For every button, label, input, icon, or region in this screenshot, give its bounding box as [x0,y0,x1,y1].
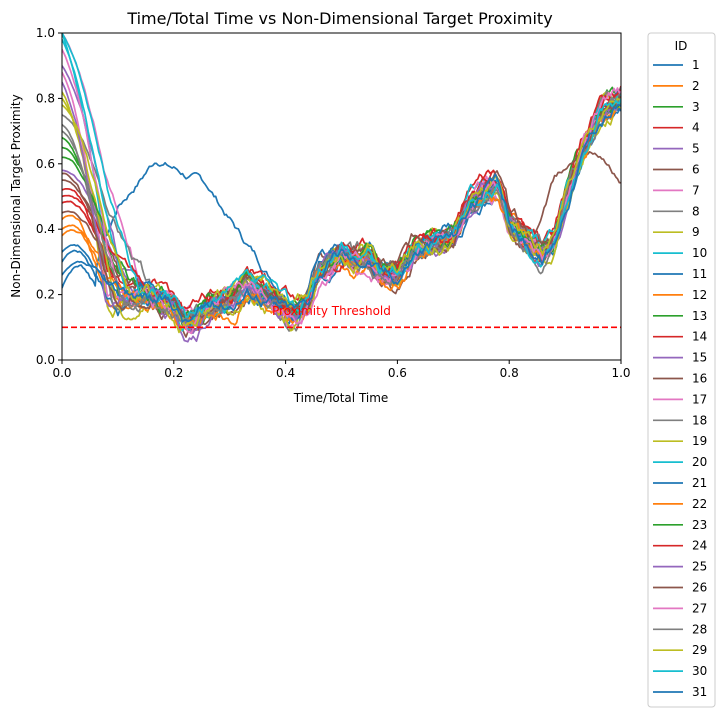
x-axis-label: Time/Total Time [293,391,389,405]
y-tick-label: 0.8 [36,91,55,105]
legend-item: 15 [653,351,707,365]
y-tick-label: 0.4 [36,222,55,236]
legend-label: 21 [692,476,707,490]
y-axis-label: Non-Dimensional Target Proximity [9,94,23,297]
legend-item: 13 [653,309,707,323]
legend-item: 12 [653,288,707,302]
legend-item: 3 [653,100,700,114]
legend-item: 23 [653,518,707,532]
legend-item: 18 [653,413,707,427]
legend-item: 21 [653,476,707,490]
legend-item: 29 [653,643,707,657]
legend-item: 7 [653,183,700,197]
legend-item: 19 [653,434,707,448]
legend-label: 20 [692,455,707,469]
legend-item: 14 [653,330,707,344]
series-line-30 [62,33,621,318]
legend-label: 1 [692,58,700,72]
legend-label: 31 [692,685,707,699]
legend-label: 26 [692,581,707,595]
series-line-31 [62,104,621,323]
legend-item: 1 [653,58,700,72]
threshold-label: Proximity Threshold [272,304,391,318]
legend-label: 9 [692,225,700,239]
legend-label: 10 [692,246,707,260]
legend-item: 8 [653,204,700,218]
legend-label: 12 [692,288,707,302]
legend-label: 17 [692,392,707,406]
legend-label: 18 [692,413,707,427]
x-tick-label: 0.8 [500,366,519,380]
legend-label: 6 [692,163,700,177]
legend-label: 30 [692,664,707,678]
x-tick-label: 0.2 [164,366,183,380]
series-layer [62,33,621,343]
legend-item: 10 [653,246,707,260]
legend-item: 25 [653,560,707,574]
legend-label: 11 [692,267,707,281]
chart-title: Time/Total Time vs Non-Dimensional Targe… [126,9,552,28]
legend-label: 4 [692,121,700,135]
legend-label: 2 [692,79,700,93]
legend-label: 29 [692,643,707,657]
legend-label: 24 [692,539,707,553]
legend-label: 19 [692,434,707,448]
y-tick-label: 0.6 [36,157,55,171]
legend-item: 4 [653,121,700,135]
legend-item: 22 [653,497,707,511]
legend-label: 22 [692,497,707,511]
x-tick-label: 0.0 [52,366,71,380]
legend-item: 28 [653,622,707,636]
legend-label: 16 [692,372,707,386]
x-tick-label: 1.0 [611,366,630,380]
legend-label: 8 [692,204,700,218]
legend-label: 27 [692,601,707,615]
plot-area-frame [61,32,622,361]
legend-item: 2 [653,79,700,93]
legend-label: 14 [692,330,707,344]
legend-item: 24 [653,539,707,553]
legend-label: 5 [692,142,700,156]
y-axis: 0.0 0.2 0.4 0.6 0.8 1.0 [36,26,62,367]
y-tick-label: 1.0 [36,26,55,40]
legend-label: 13 [692,309,707,323]
legend-item: 26 [653,581,707,595]
legend-label: 3 [692,100,700,114]
legend-label: 7 [692,183,700,197]
legend-frame [647,32,716,708]
legend-item: 6 [653,163,700,177]
legend-label: 15 [692,351,707,365]
x-axis: 0.0 0.2 0.4 0.6 0.8 1.0 [52,360,631,380]
legend-item: 17 [653,392,707,406]
legend-item: 30 [653,664,707,678]
legend-item: 20 [653,455,707,469]
legend-item: 9 [653,225,700,239]
x-tick-label: 0.4 [276,366,295,380]
legend-title: ID [675,39,688,53]
legend-label: 28 [692,622,707,636]
legend-item: 11 [653,267,707,281]
legend-items: 1234567891011121314151617181920212223242… [653,58,707,699]
legend-label: 25 [692,560,707,574]
legend-item: 16 [653,372,707,386]
legend-item: 5 [653,142,700,156]
x-tick-label: 0.6 [388,366,407,380]
y-tick-label: 0.0 [36,353,55,367]
legend: ID 1234567891011121314151617181920212223… [647,32,716,708]
legend-item: 27 [653,601,707,615]
y-tick-label: 0.2 [36,288,55,302]
legend-item: 31 [653,685,707,699]
legend-label: 23 [692,518,707,532]
